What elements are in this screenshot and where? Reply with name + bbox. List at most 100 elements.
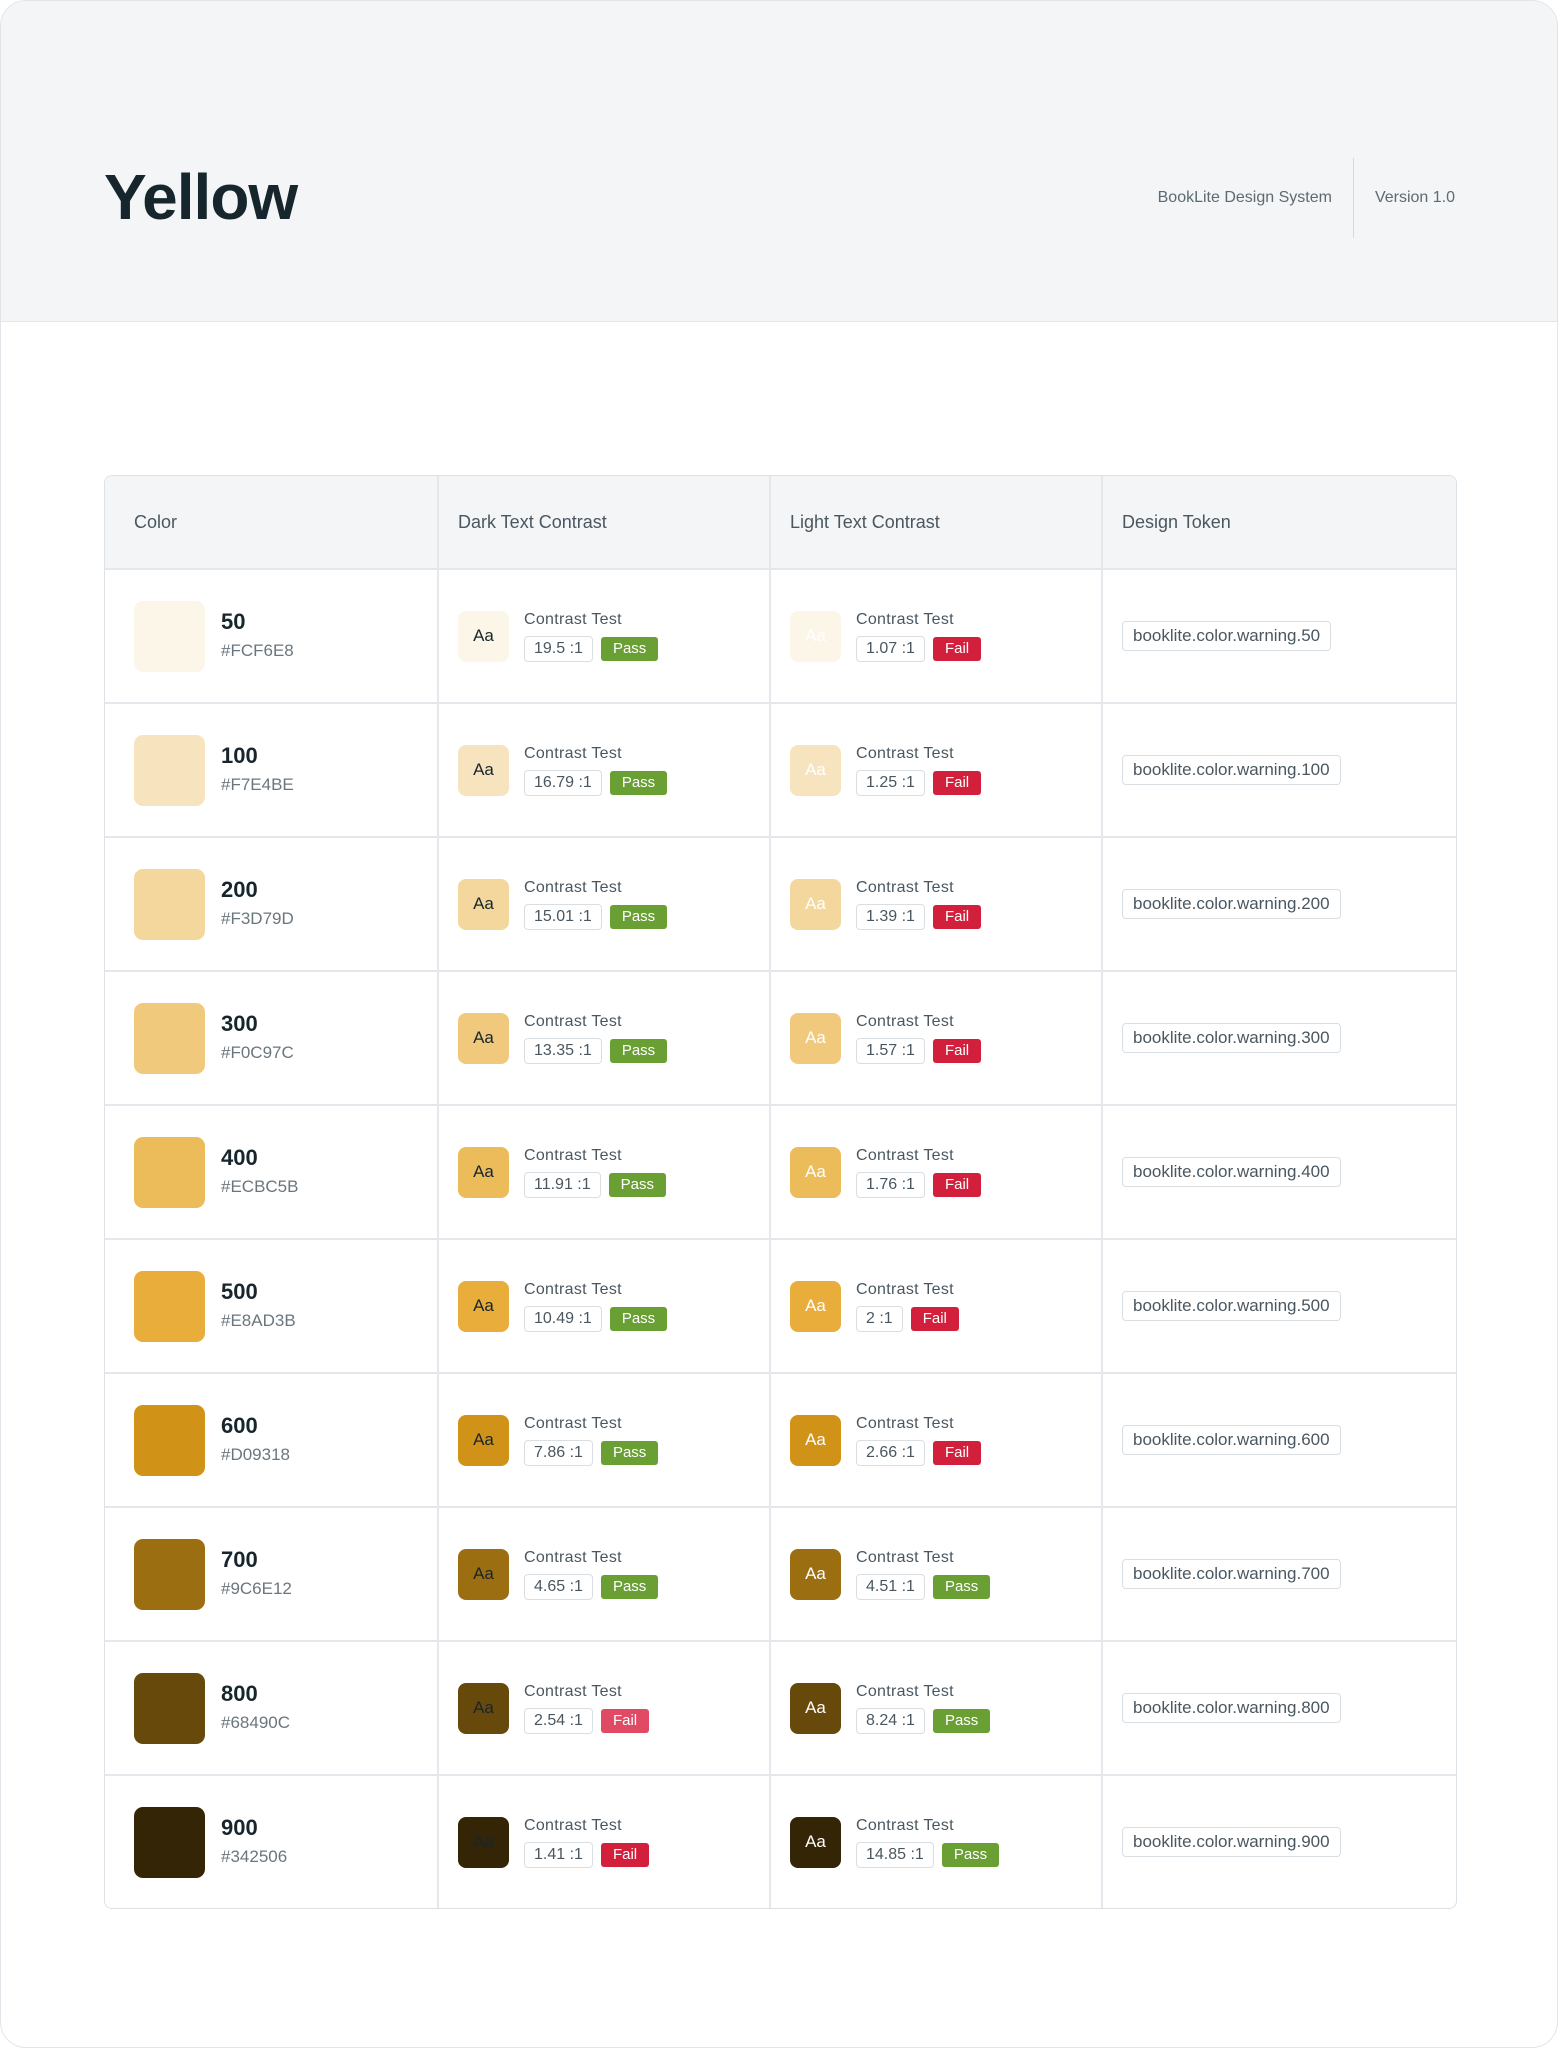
dark-contrast-cell: Aa Contrast Test 4.65 :1 Pass [437, 1508, 769, 1640]
dark-text-sample: Aa [458, 1012, 509, 1064]
light-contrast-cell: Aa Contrast Test 4.51 :1 Pass [769, 1508, 1101, 1640]
contrast-test-label: Contrast Test [524, 1415, 622, 1432]
design-token: booklite.color.warning.500 [1122, 1291, 1341, 1321]
color-cell: 600 #D09318 [105, 1374, 437, 1506]
dark-contrast-cell: Aa Contrast Test 10.49 :1 Pass [437, 1240, 769, 1372]
contrast-test-label: Contrast Test [856, 1415, 954, 1432]
contrast-test-label: Contrast Test [524, 611, 622, 628]
table-row: 500 #E8AD3B Aa Contrast Test 10.49 :1 Pa… [105, 1238, 1456, 1372]
shade-hex: #D09318 [221, 1445, 291, 1464]
dark-contrast-cell: Aa Contrast Test 16.79 :1 Pass [437, 704, 769, 836]
shade-info: 600 #D09318 [221, 1413, 290, 1467]
design-token: booklite.color.warning.100 [1122, 755, 1341, 785]
color-cell: 700 #9C6E12 [105, 1508, 437, 1640]
dark-text-sample: Aa [458, 744, 509, 796]
column-header-light-contrast: Light Text Contrast [769, 476, 1101, 568]
shade-number: 50 [221, 609, 246, 634]
color-cell: 400 #ECBC5B [105, 1106, 437, 1238]
result-badge: Pass [932, 1709, 991, 1733]
dark-contrast-test: Contrast Test 1.41 :1 Fail [524, 1816, 650, 1868]
contrast-ratio: 1.39 :1 [856, 904, 925, 930]
contrast-ratio: 1.25 :1 [856, 770, 925, 796]
contrast-result: 19.5 :1 Pass [524, 636, 659, 662]
contrast-test-label: Contrast Test [856, 879, 954, 896]
light-contrast-cell: Aa Contrast Test 14.85 :1 Pass [769, 1776, 1101, 1908]
contrast-test-label: Contrast Test [524, 1281, 622, 1298]
shade-hex: #F7E4BE [221, 775, 294, 794]
dark-contrast-test: Contrast Test 19.5 :1 Pass [524, 610, 659, 662]
contrast-result: 1.25 :1 Fail [856, 770, 982, 796]
contrast-result: 1.39 :1 Fail [856, 904, 982, 930]
shade-number: 400 [221, 1145, 258, 1170]
design-token: booklite.color.warning.300 [1122, 1023, 1341, 1053]
light-text-sample: Aa [790, 1682, 841, 1734]
shade-number: 600 [221, 1413, 258, 1438]
result-badge: Fail [932, 771, 982, 795]
light-contrast-test: Contrast Test 1.07 :1 Fail [856, 610, 982, 662]
shade-hex: #FCF6E8 [221, 641, 294, 660]
dark-contrast-test: Contrast Test 11.91 :1 Pass [524, 1146, 666, 1198]
table-row: 300 #F0C97C Aa Contrast Test 13.35 :1 Pa… [105, 970, 1456, 1104]
dark-contrast-test: Contrast Test 10.49 :1 Pass [524, 1280, 668, 1332]
dark-text-sample: Aa [458, 1816, 509, 1868]
light-contrast-cell: Aa Contrast Test 1.57 :1 Fail [769, 972, 1101, 1104]
shade-info: 200 #F3D79D [221, 877, 294, 931]
contrast-test-label: Contrast Test [524, 1817, 622, 1834]
contrast-result: 1.41 :1 Fail [524, 1842, 650, 1868]
color-cell: 100 #F7E4BE [105, 704, 437, 836]
contrast-ratio: 1.07 :1 [856, 636, 925, 662]
result-badge: Fail [932, 905, 982, 929]
dark-contrast-test: Contrast Test 13.35 :1 Pass [524, 1012, 668, 1064]
token-cell: booklite.color.warning.600 [1101, 1374, 1456, 1506]
dark-contrast-cell: Aa Contrast Test 13.35 :1 Pass [437, 972, 769, 1104]
column-header-color: Color [134, 511, 178, 532]
contrast-result: 10.49 :1 Pass [524, 1306, 668, 1332]
dark-text-sample: Aa [458, 1682, 509, 1734]
shade-number: 300 [221, 1011, 258, 1036]
design-token: booklite.color.warning.700 [1122, 1559, 1341, 1589]
shade-hex: #E8AD3B [221, 1311, 296, 1330]
contrast-test-label: Contrast Test [856, 1013, 954, 1030]
dark-contrast-cell: Aa Contrast Test 11.91 :1 Pass [437, 1106, 769, 1238]
token-cell: booklite.color.warning.50 [1101, 570, 1456, 702]
color-swatch [134, 1002, 205, 1074]
contrast-ratio: 10.49 :1 [524, 1306, 602, 1332]
shade-number: 900 [221, 1815, 258, 1840]
contrast-result: 4.65 :1 Pass [524, 1574, 659, 1600]
color-cell: 300 #F0C97C [105, 972, 437, 1104]
result-badge: Pass [609, 1039, 668, 1063]
result-badge: Pass [941, 1843, 1000, 1867]
version-label: Version 1.0 [1374, 189, 1455, 206]
color-swatch [134, 1136, 205, 1208]
token-cell: booklite.color.warning.700 [1101, 1508, 1456, 1640]
light-text-sample: Aa [790, 878, 841, 930]
contrast-ratio: 13.35 :1 [524, 1038, 602, 1064]
dark-contrast-test: Contrast Test 2.54 :1 Fail [524, 1682, 650, 1734]
light-contrast-test: Contrast Test 1.57 :1 Fail [856, 1012, 982, 1064]
shade-hex: #ECBC5B [221, 1177, 299, 1196]
color-swatch [134, 1270, 205, 1342]
light-text-sample: Aa [790, 1012, 841, 1064]
contrast-test-label: Contrast Test [856, 1817, 954, 1834]
light-text-sample: Aa [790, 610, 841, 662]
shade-hex: #F3D79D [221, 909, 294, 928]
page-header: Yellow BookLite Design System Version 1.… [1, 1, 1557, 322]
design-token: booklite.color.warning.200 [1122, 889, 1341, 919]
contrast-ratio: 19.5 :1 [524, 636, 593, 662]
contrast-result: 13.35 :1 Pass [524, 1038, 668, 1064]
color-swatch [134, 600, 205, 672]
contrast-result: 11.91 :1 Pass [524, 1172, 666, 1198]
color-swatch [134, 868, 205, 940]
light-text-sample: Aa [790, 1548, 841, 1600]
result-badge: Fail [910, 1307, 959, 1331]
result-badge: Pass [609, 1307, 668, 1331]
column-header-dark-contrast: Dark Text Contrast [437, 476, 769, 568]
result-badge: Pass [600, 637, 659, 661]
shade-info: 300 #F0C97C [221, 1011, 294, 1065]
color-swatch [134, 734, 205, 806]
contrast-test-label: Contrast Test [524, 1013, 622, 1030]
table-row: 400 #ECBC5B Aa Contrast Test 11.91 :1 Pa… [105, 1104, 1456, 1238]
result-badge: Pass [609, 905, 668, 929]
table-row: 600 #D09318 Aa Contrast Test 7.86 :1 Pas… [105, 1372, 1456, 1506]
token-cell: booklite.color.warning.400 [1101, 1106, 1456, 1238]
